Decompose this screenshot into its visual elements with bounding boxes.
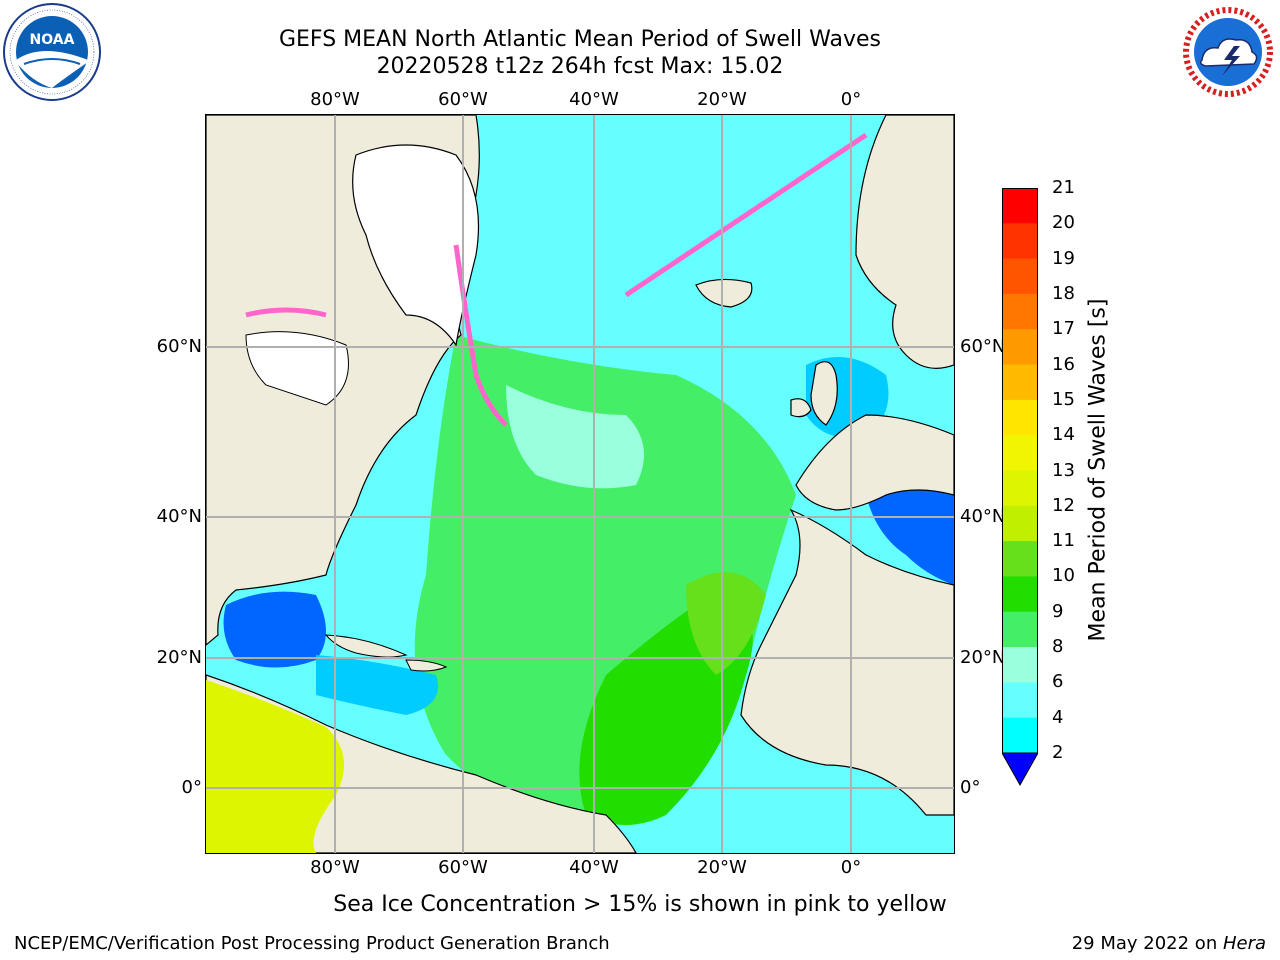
land-greenland xyxy=(352,144,480,347)
swell-zone-pacific-inflow xyxy=(206,680,344,853)
colorbar-segment xyxy=(1002,541,1038,577)
colorbar-segment xyxy=(1002,470,1038,507)
land-ireland xyxy=(790,398,812,418)
left-tick-60n: 60°N xyxy=(156,336,202,357)
colorbar-segment xyxy=(1002,258,1038,295)
swell-zone-mediterranean xyxy=(866,488,954,585)
bottom-tick-40w: 40°W xyxy=(569,857,619,878)
colorbar-extend-arrow xyxy=(1002,752,1038,787)
colorbar-segment xyxy=(1002,399,1038,436)
colorbar-tick-2: 2 xyxy=(1052,742,1064,763)
colorbar-tick-17: 17 xyxy=(1052,318,1075,340)
top-tick-20w: 20°W xyxy=(697,89,747,110)
colorbar-tick-12: 12 xyxy=(1052,494,1075,516)
colorbar-segment xyxy=(1002,435,1038,471)
land-hispaniola xyxy=(405,659,448,672)
colorbar-segment xyxy=(1002,717,1038,754)
colorbar-segment xyxy=(1002,611,1038,648)
swell-period-map xyxy=(206,115,954,853)
top-tick-60w: 60°W xyxy=(438,89,488,110)
colorbar-segment xyxy=(1002,647,1038,683)
colorbar-label: Mean Period of Swell Waves [s] xyxy=(1085,298,1111,642)
footer-credit: NCEP/EMC/Verification Post Processing Pr… xyxy=(14,933,610,954)
colorbar-segment xyxy=(1002,682,1038,719)
bottom-tick-60w: 60°W xyxy=(438,857,488,878)
colorbar-segment xyxy=(1002,293,1038,330)
chart-subtitle: 20220528 t12z 264h fcst Max: 15.02 xyxy=(376,54,784,79)
left-tick-40n: 40°N xyxy=(156,506,202,527)
footer-date-text: 29 May 2022 on xyxy=(1071,933,1223,954)
land-scandinavia xyxy=(855,115,954,369)
swell-zone-gulf-of-mexico xyxy=(223,591,326,668)
colorbar-segment xyxy=(1002,329,1038,366)
colorbar-tick-18: 18 xyxy=(1052,282,1075,304)
footer-date: 29 May 2022 on Hera xyxy=(1072,933,1266,954)
colorbar-tick-13: 13 xyxy=(1052,459,1075,481)
right-tick-40n: 40°N xyxy=(960,506,1006,527)
right-tick-20n: 20°N xyxy=(960,647,1006,668)
land-western-europe xyxy=(795,414,954,511)
colorbar-tick-6: 6 xyxy=(1052,671,1064,693)
top-tick-80w: 80°W xyxy=(310,89,360,110)
bottom-tick-80w: 80°W xyxy=(310,857,360,878)
chart-title: GEFS MEAN North Atlantic Mean Period of … xyxy=(278,27,881,52)
hudson-bay xyxy=(245,331,349,406)
colorbar-tick-10: 10 xyxy=(1052,565,1075,587)
graticule xyxy=(206,115,954,853)
colorbar-tick-8: 8 xyxy=(1052,636,1064,658)
colorbar-tick-14: 14 xyxy=(1052,424,1075,446)
footer-host: Hera xyxy=(1222,933,1266,954)
land-africa xyxy=(740,508,954,816)
colorbar-segment xyxy=(1002,223,1038,260)
land-great-britain xyxy=(810,361,838,426)
colorbar-segment xyxy=(1002,505,1038,542)
bottom-tick-20w: 20°W xyxy=(697,857,747,878)
sea-ice-edge-hudson xyxy=(245,307,327,318)
colorbar-tick-9: 9 xyxy=(1052,600,1064,622)
noaa-logo-icon: NOAA xyxy=(3,3,101,101)
sea-ice-edge-greenland-east xyxy=(624,132,868,298)
swell-zone-8-9s xyxy=(506,385,644,489)
colorbar-tick-21: 21 xyxy=(1052,177,1075,198)
nws-logo-icon xyxy=(1180,4,1276,100)
bottom-tick-0: 0° xyxy=(840,857,862,878)
sea-ice-caption: Sea Ice Concentration > 15% is shown in … xyxy=(333,892,947,917)
colorbar-tick-11: 11 xyxy=(1052,530,1075,552)
colorbar-tick-20: 20 xyxy=(1052,212,1075,234)
svg-text:NOAA: NOAA xyxy=(30,32,75,48)
right-tick-60n: 60°N xyxy=(960,336,1006,357)
swell-zone-12s xyxy=(686,572,766,675)
colorbar-tick-19: 19 xyxy=(1052,247,1075,269)
sea-ice-edge-labrador xyxy=(453,244,508,427)
top-tick-0: 0° xyxy=(840,89,862,110)
swell-zone-caribbean xyxy=(316,655,438,715)
colorbar-segment xyxy=(1002,364,1038,401)
left-tick-20n: 20°N xyxy=(156,647,202,668)
top-tick-40w: 40°W xyxy=(569,89,619,110)
right-tick-0: 0° xyxy=(960,777,981,798)
colorbar-tick-15: 15 xyxy=(1052,388,1075,410)
colorbar-tick-4: 4 xyxy=(1052,706,1064,728)
colorbar-outline xyxy=(1002,188,1038,754)
colorbar xyxy=(1002,188,1038,787)
colorbar-segment xyxy=(1002,188,1038,224)
left-tick-0: 0° xyxy=(181,777,202,798)
colorbar-segment xyxy=(1002,576,1038,613)
colorbar-tick-16: 16 xyxy=(1052,353,1075,375)
